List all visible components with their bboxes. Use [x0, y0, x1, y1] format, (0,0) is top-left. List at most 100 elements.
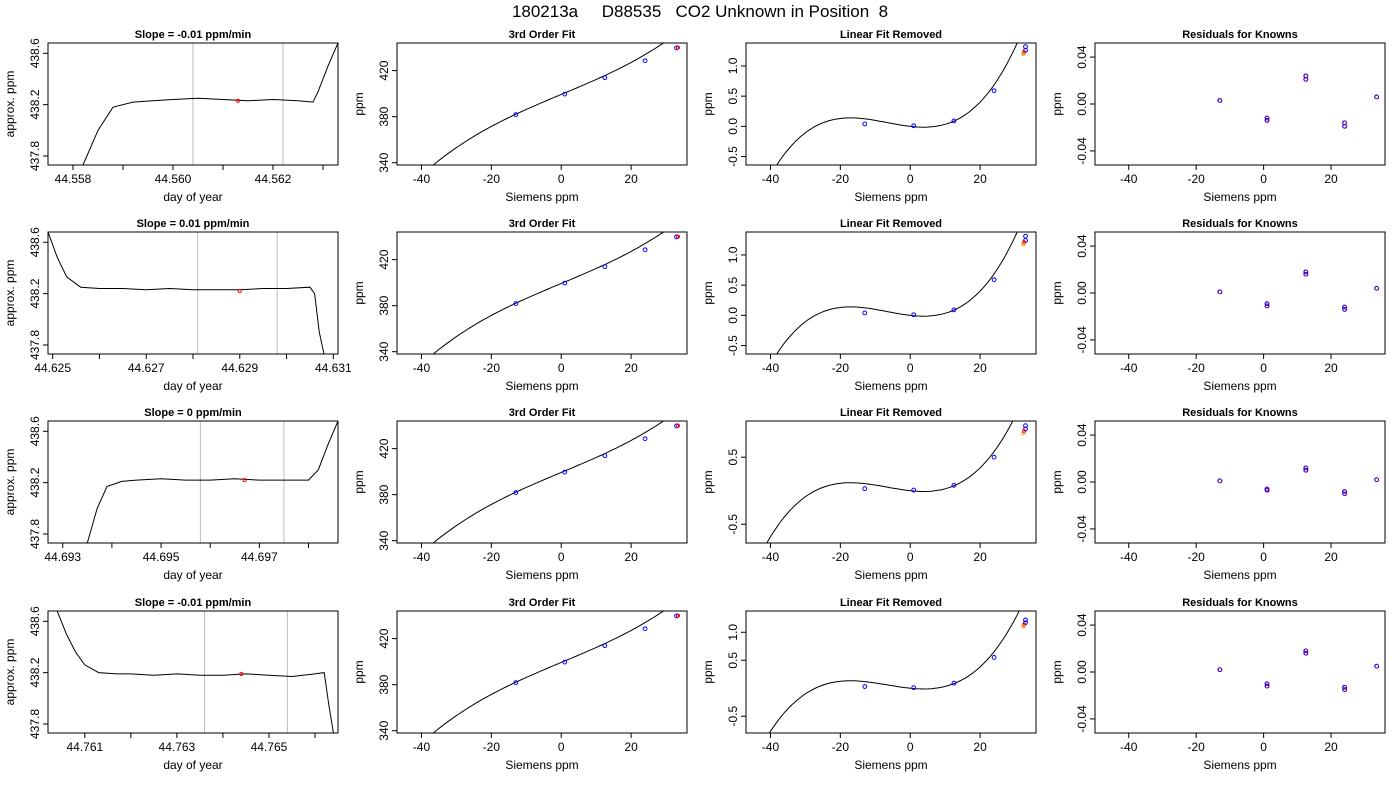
panel-title: 3rd Order Fit — [509, 597, 576, 609]
y-tick-label: 437.8 — [28, 330, 42, 360]
data-point — [991, 277, 997, 283]
x-tick-label: 20 — [624, 172, 638, 186]
y-tick-label: 438.6 — [28, 606, 42, 636]
x-tick-label: 44.629 — [221, 361, 258, 375]
x-tick-label: -40 — [762, 172, 780, 186]
plot-area — [432, 421, 681, 543]
x-tick-label: -20 — [1187, 550, 1205, 564]
series-line — [56, 611, 334, 733]
panel-title: Slope = 0.01 ppm/min — [137, 218, 250, 230]
data-point-overlay — [1342, 491, 1348, 497]
x-axis-label: day of year — [163, 568, 222, 582]
x-tick-label: -40 — [762, 361, 780, 375]
x-tick-label: 0 — [1260, 172, 1267, 186]
unknown-point — [675, 234, 681, 239]
plot-frame — [396, 231, 688, 355]
data-point-overlay — [1265, 116, 1270, 121]
plot-frame — [1094, 420, 1386, 544]
unknown-point — [1021, 430, 1026, 436]
x-tick-label: 20 — [973, 361, 987, 375]
y-tick-label: 0.04 — [1075, 45, 1089, 69]
x-axis-label: Siemens ppm — [854, 190, 927, 204]
x-tick-label: 44.625 — [34, 361, 71, 375]
y-tick-label: 0.5 — [726, 449, 740, 466]
data-point — [1023, 44, 1028, 50]
x-tick-label: -20 — [1187, 361, 1205, 375]
panel-2-4: Residuals for Knowns -40 -20 0 20 -0.04 0.00 0.… — [1050, 218, 1386, 393]
panel-1-1: Slope = -0.01 ppm/min 44.558 44.560 44.562 4… — [3, 29, 339, 204]
y-tick-label: 0.5 — [726, 87, 740, 104]
x-tick-label: -40 — [413, 740, 431, 754]
y-tick-label: 0.0 — [726, 118, 740, 135]
panel-4-1: Slope = -0.01 ppm/min 44.761 44.763 44.765 4… — [3, 597, 339, 772]
x-tick-label: 20 — [1324, 740, 1338, 754]
y-tick-label: 0.00 — [1075, 660, 1089, 684]
panel-3-1: Slope = 0 ppm/min 44.693 44.695 44.697 437.8… — [3, 407, 339, 582]
x-tick-label: -20 — [483, 172, 501, 186]
highlight-point — [242, 477, 247, 483]
x-axis-label: Siemens ppm — [854, 379, 927, 393]
data-point — [951, 118, 957, 124]
y-axis-label: approx. ppm — [3, 71, 17, 138]
y-tick-label: 340 — [377, 530, 391, 550]
x-tick-label: -40 — [1120, 172, 1138, 186]
y-tick-label: 1.0 — [726, 624, 740, 641]
x-tick-label: -40 — [413, 550, 431, 564]
x-tick-label: -40 — [1120, 550, 1138, 564]
plot-area — [432, 232, 681, 354]
fit-curve — [768, 611, 1020, 733]
data-point-overlay — [1304, 270, 1309, 275]
x-tick-label: 0 — [558, 172, 565, 186]
x-tick-label: 0 — [558, 550, 565, 564]
y-axis-label: ppm — [1050, 660, 1064, 683]
x-tick-label: 0 — [907, 172, 914, 186]
y-tick-label: -0.5 — [726, 514, 740, 535]
y-axis-label: ppm — [352, 92, 366, 115]
y-tick-label: -0.04 — [1075, 326, 1089, 354]
data-point — [862, 310, 868, 316]
x-tick-label: 20 — [1324, 361, 1338, 375]
x-tick-label: 0 — [558, 361, 565, 375]
y-axis-label: ppm — [701, 281, 715, 304]
y-tick-label: 437.8 — [28, 141, 42, 171]
y-tick-label: 438.6 — [28, 416, 42, 446]
y-tick-label: 420 — [377, 628, 391, 648]
data-point-overlay — [1342, 307, 1348, 312]
x-tick-label: 20 — [973, 740, 987, 754]
unknown-point — [1022, 428, 1027, 434]
y-tick-label: 438.2 — [28, 278, 42, 308]
y-tick-label: 1.0 — [726, 57, 740, 74]
x-axis-label: day of year — [163, 379, 222, 393]
data-point-overlay — [1375, 664, 1380, 669]
x-tick-label: -40 — [413, 172, 431, 186]
plot-frame — [47, 420, 339, 544]
y-tick-label: 438.2 — [28, 657, 42, 687]
data-point-overlay — [1304, 649, 1309, 654]
x-tick-label: -20 — [483, 361, 501, 375]
data-point — [513, 680, 519, 685]
panel-title: Slope = 0 ppm/min — [144, 407, 242, 419]
unknown-point — [675, 613, 681, 618]
data-point — [1023, 617, 1028, 623]
plot-frame — [745, 610, 1037, 734]
x-tick-label: -20 — [832, 172, 850, 186]
x-tick-label: 44.631 — [315, 361, 352, 375]
y-tick-label: 438.2 — [28, 89, 42, 119]
x-tick-label: 0 — [907, 550, 914, 564]
x-tick-label: 44.697 — [241, 550, 278, 564]
panel-title: Residuals for Knowns — [1182, 407, 1298, 419]
data-point-overlay — [1375, 286, 1380, 291]
panel-title: Linear Fit Removed — [840, 597, 942, 609]
x-tick-label: 44.562 — [255, 172, 292, 186]
y-tick-label: 340 — [377, 341, 391, 361]
unknown-point — [675, 423, 681, 428]
x-tick-label: -40 — [413, 361, 431, 375]
data-point — [951, 307, 957, 313]
y-tick-label: -0.04 — [1075, 515, 1089, 543]
panel-title: Residuals for Knowns — [1182, 597, 1298, 609]
x-tick-label: 0 — [907, 740, 914, 754]
panel-4-2: 3rd Order Fit -40 -20 0 20 340 380 420 Siemens p… — [352, 597, 688, 772]
panel-title: Residuals for Knowns — [1182, 218, 1298, 230]
data-point-overlay — [1375, 477, 1380, 483]
y-axis-label: ppm — [1050, 470, 1064, 493]
